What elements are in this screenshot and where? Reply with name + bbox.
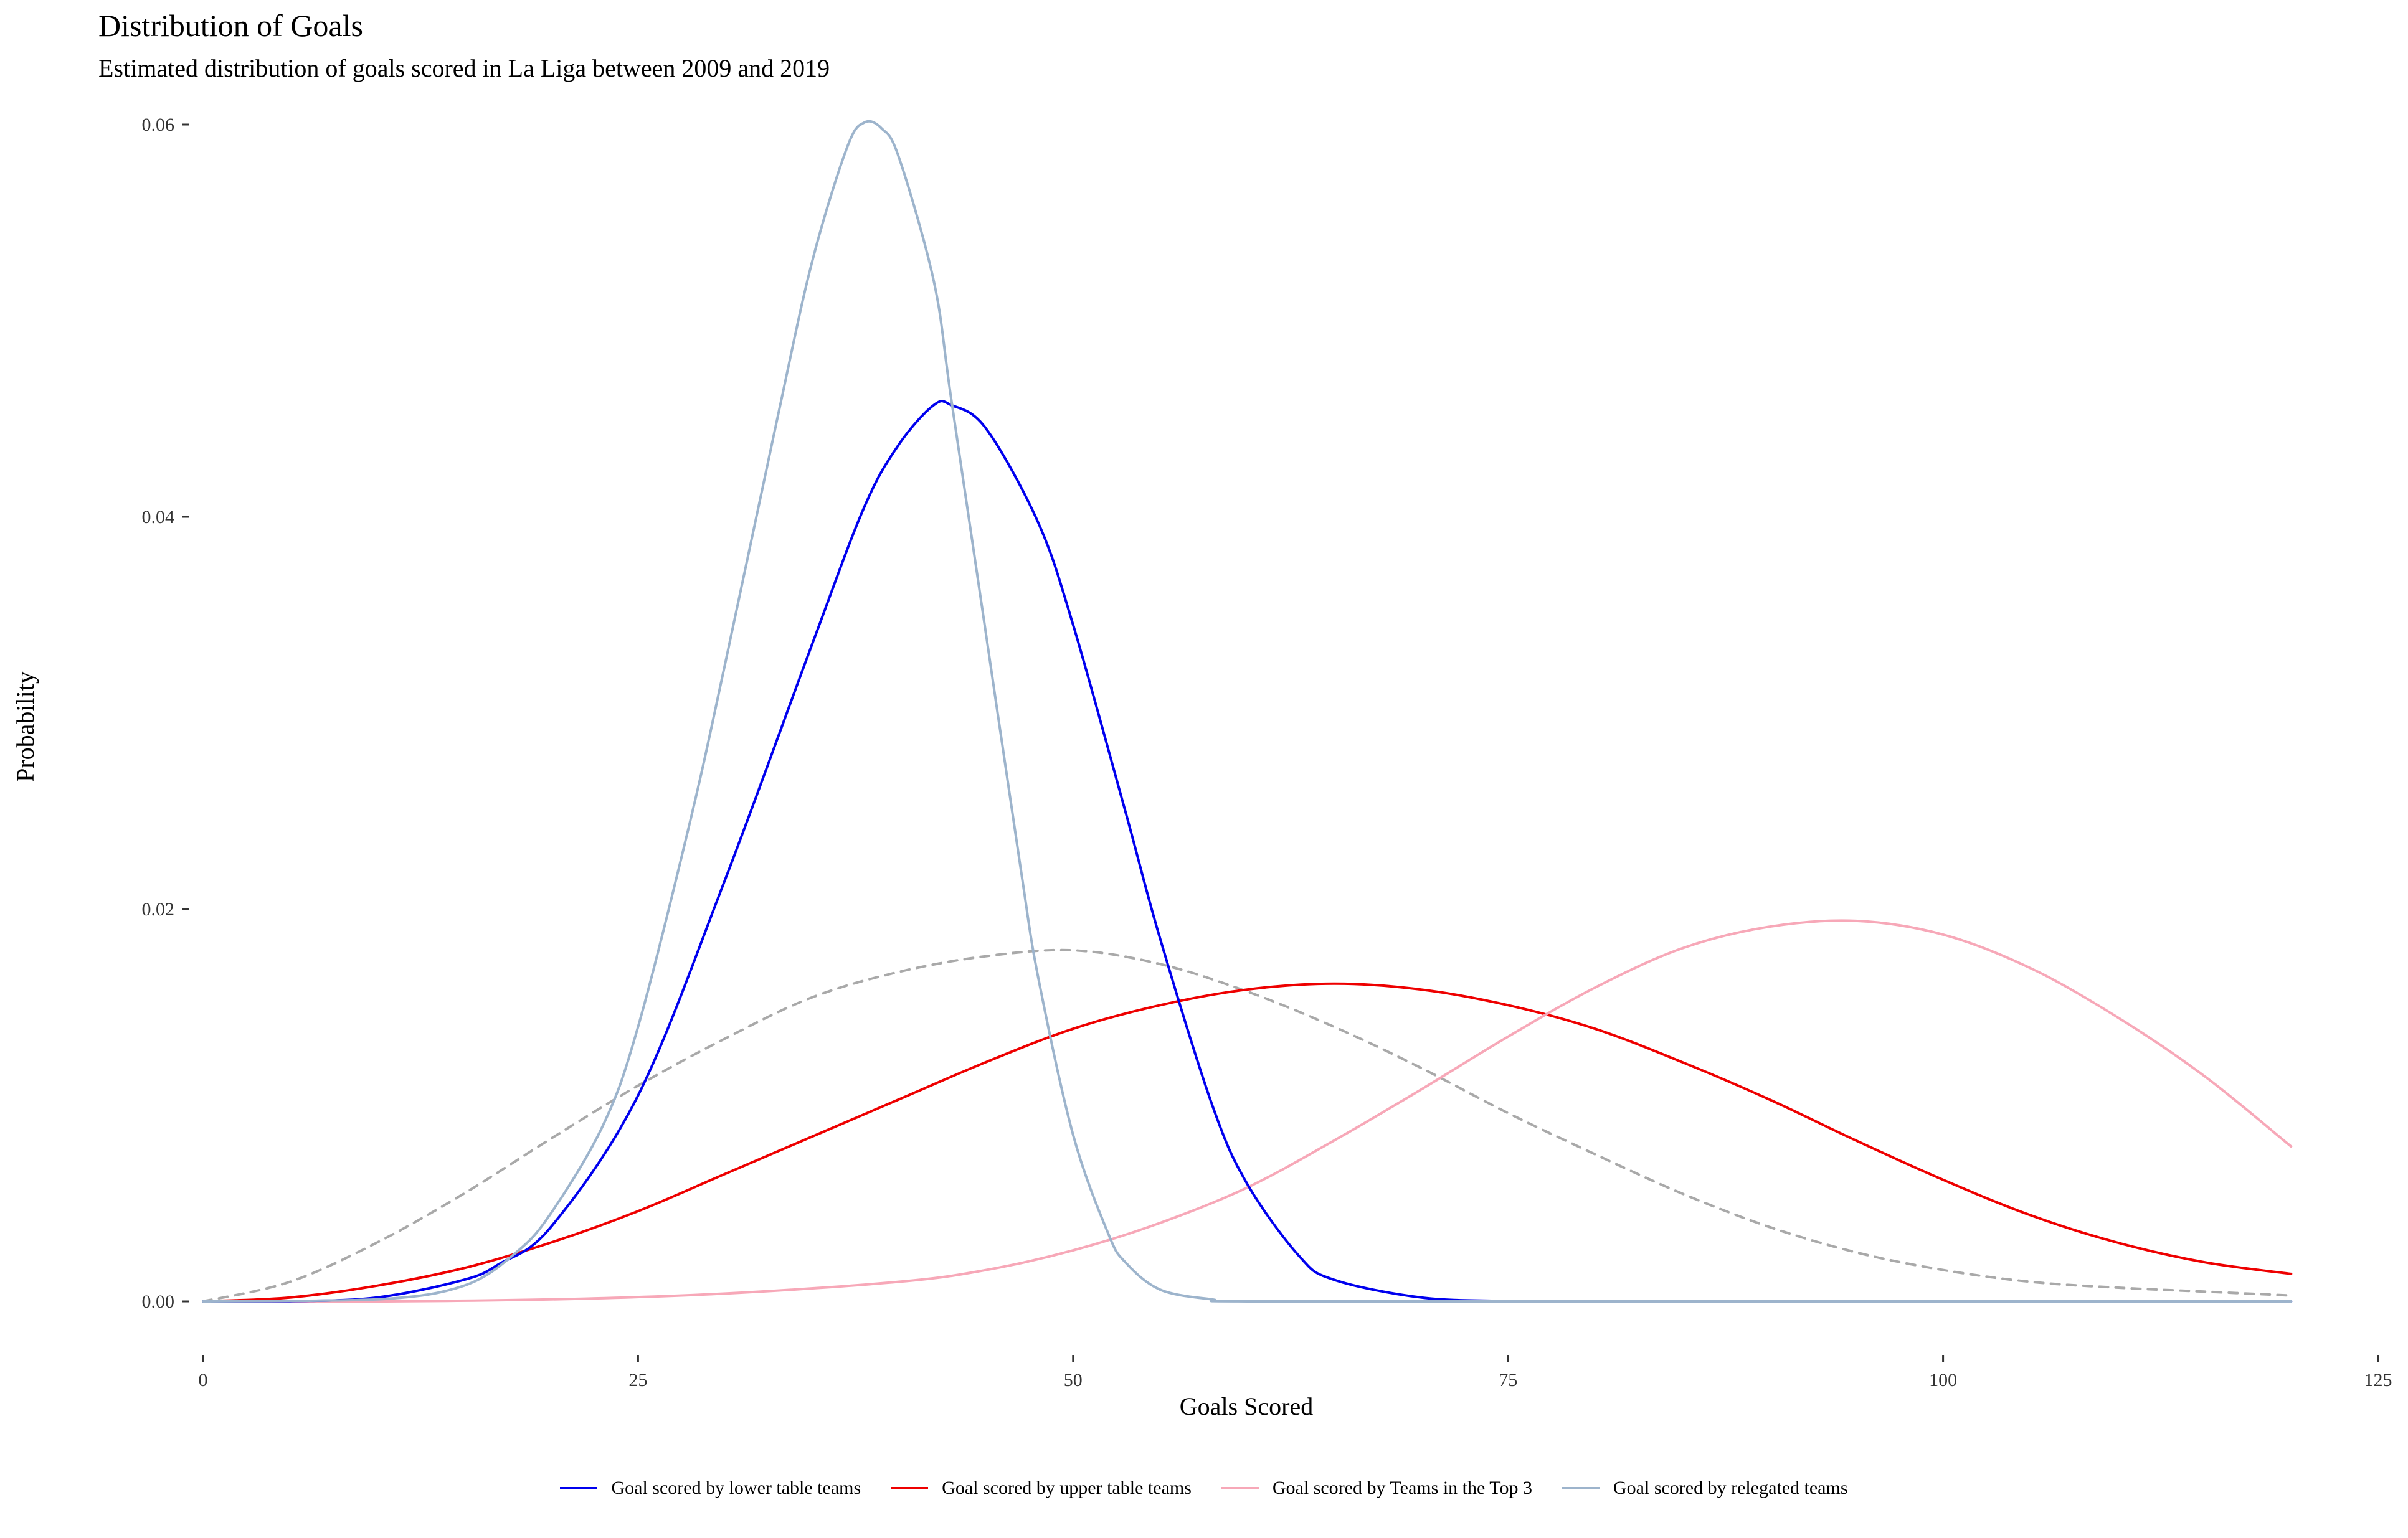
x-tick-label: 75: [1499, 1370, 1517, 1390]
series-top-3-line: [202, 919, 2293, 1303]
legend-label-upper-table: Goal scored by upper table teams: [942, 1478, 1192, 1498]
y-axis-title: Probability: [11, 671, 39, 782]
y-tick-label: 0.02: [142, 899, 175, 920]
x-tick-label: 125: [2364, 1370, 2392, 1390]
line-chart: 0.00 0.02 0.04 0.06 0 25 50 75 100 125 Goals Sco…: [11, 115, 2392, 1420]
y-axis: 0.00 0.02 0.04 0.06: [142, 115, 189, 1312]
legend-item-relegated: Goal scored by relegated teams: [1562, 1476, 1848, 1501]
legend-key-relegated: [1562, 1487, 1600, 1489]
x-axis: 0 25 50 75 100 125: [199, 1355, 2392, 1390]
series-overall-dashed-line: [202, 948, 2293, 1303]
legend-key-top-3: [1221, 1487, 1259, 1489]
legend-item-lower-table: Goal scored by lower table teams: [560, 1476, 861, 1501]
legend-label-top-3: Goal scored by Teams in the Top 3: [1272, 1478, 1532, 1498]
x-tick-label: 50: [1064, 1370, 1083, 1390]
y-tick-label: 0.06: [142, 115, 175, 135]
legend-key-upper-table: [891, 1487, 929, 1489]
series-layer: [202, 120, 2293, 1303]
x-axis-title: Goals Scored: [1180, 1392, 1313, 1420]
legend: Goal scored by lower table teams Goal sc…: [0, 1463, 2408, 1513]
x-tick-label: 100: [1929, 1370, 1957, 1390]
y-tick-label: 0.04: [142, 507, 175, 527]
series-lower-table-line: [202, 400, 2293, 1303]
chart-subtitle: Estimated distribution of goals scored i…: [98, 54, 830, 82]
x-tick-label: 25: [628, 1370, 647, 1390]
legend-label-relegated: Goal scored by relegated teams: [1613, 1478, 1848, 1498]
y-tick-label: 0.00: [142, 1291, 175, 1312]
legend-item-upper-table: Goal scored by upper table teams: [891, 1476, 1192, 1501]
series-upper-table-line: [202, 982, 2293, 1303]
legend-key-lower-table: [560, 1487, 598, 1489]
chart-title: Distribution of Goals: [98, 8, 363, 43]
series-relegated-line: [202, 120, 2293, 1303]
legend-label-lower-table: Goal scored by lower table teams: [611, 1478, 861, 1498]
legend-item-top-3: Goal scored by Teams in the Top 3: [1221, 1476, 1532, 1501]
x-tick-label: 0: [199, 1370, 208, 1390]
